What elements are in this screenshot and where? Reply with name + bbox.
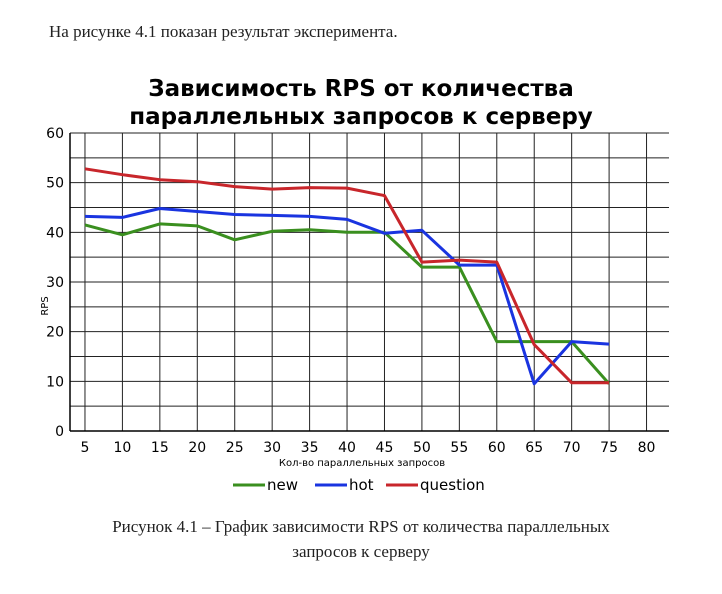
x-tick-label: 10 bbox=[113, 440, 131, 456]
x-tick-label: 5 bbox=[81, 440, 90, 456]
y-tick-label: 10 bbox=[46, 374, 64, 390]
x-tick-label: 75 bbox=[600, 440, 618, 456]
x-tick-label: 40 bbox=[338, 440, 356, 456]
y-tick-label: 0 bbox=[55, 424, 64, 440]
figure-caption: Рисунок 4.1 – График зависимости RPS от … bbox=[0, 514, 722, 564]
x-tick-label: 25 bbox=[226, 440, 244, 456]
x-tick-label: 50 bbox=[413, 440, 431, 456]
x-tick-label: 45 bbox=[376, 440, 394, 456]
x-tick-label: 15 bbox=[151, 440, 169, 456]
y-tick-label: 40 bbox=[46, 225, 64, 241]
caption-line-2: запросов к серверу bbox=[292, 542, 430, 561]
x-tick-label: 35 bbox=[301, 440, 319, 456]
legend-label: new bbox=[267, 476, 298, 494]
x-tick-label: 30 bbox=[263, 440, 281, 456]
legend-item-new: new bbox=[233, 476, 298, 494]
series-lines bbox=[84, 167, 611, 386]
legend-label: question bbox=[420, 476, 485, 494]
legend-item-hot: hot bbox=[315, 476, 374, 494]
legend-item-question: question bbox=[386, 476, 485, 494]
legend-label: hot bbox=[349, 476, 374, 494]
y-tick-label: 60 bbox=[46, 126, 64, 142]
grid bbox=[70, 132, 669, 432]
y-tick-labels: 0 10 20 30 40 50 60 bbox=[46, 126, 64, 440]
series-line-hot bbox=[84, 207, 610, 386]
y-tick-label: 50 bbox=[46, 176, 64, 192]
x-tick-label: 55 bbox=[450, 440, 468, 456]
legend: new hot question bbox=[233, 476, 485, 494]
rps-line-chart: Зависимость RPS от количества параллельн… bbox=[40, 76, 669, 494]
intro-paragraph: На рисунке 4.1 показан результат экспери… bbox=[49, 22, 398, 41]
y-axis-label: RPS bbox=[40, 296, 51, 315]
x-tick-labels: 5 10 15 20 25 30 35 40 45 50 55 60 65 70 75 80 bbox=[81, 440, 656, 456]
chart-title-line-1: Зависимость RPS от количества bbox=[148, 76, 573, 102]
x-tick-label: 80 bbox=[638, 440, 656, 456]
axes bbox=[69, 133, 669, 432]
x-tick-label: 65 bbox=[525, 440, 543, 456]
caption-line-1: Рисунок 4.1 – График зависимости RPS от … bbox=[112, 517, 610, 536]
x-axis-label: Кол-во параллельных запросов bbox=[279, 458, 445, 469]
series-line-question bbox=[84, 167, 610, 385]
chart-title-line-2: параллельных запросов к серверу bbox=[129, 104, 593, 130]
y-tick-label: 20 bbox=[46, 325, 64, 341]
y-tick-label: 30 bbox=[46, 275, 64, 291]
x-tick-label: 60 bbox=[488, 440, 506, 456]
x-tick-label: 20 bbox=[188, 440, 206, 456]
x-tick-label: 70 bbox=[563, 440, 581, 456]
